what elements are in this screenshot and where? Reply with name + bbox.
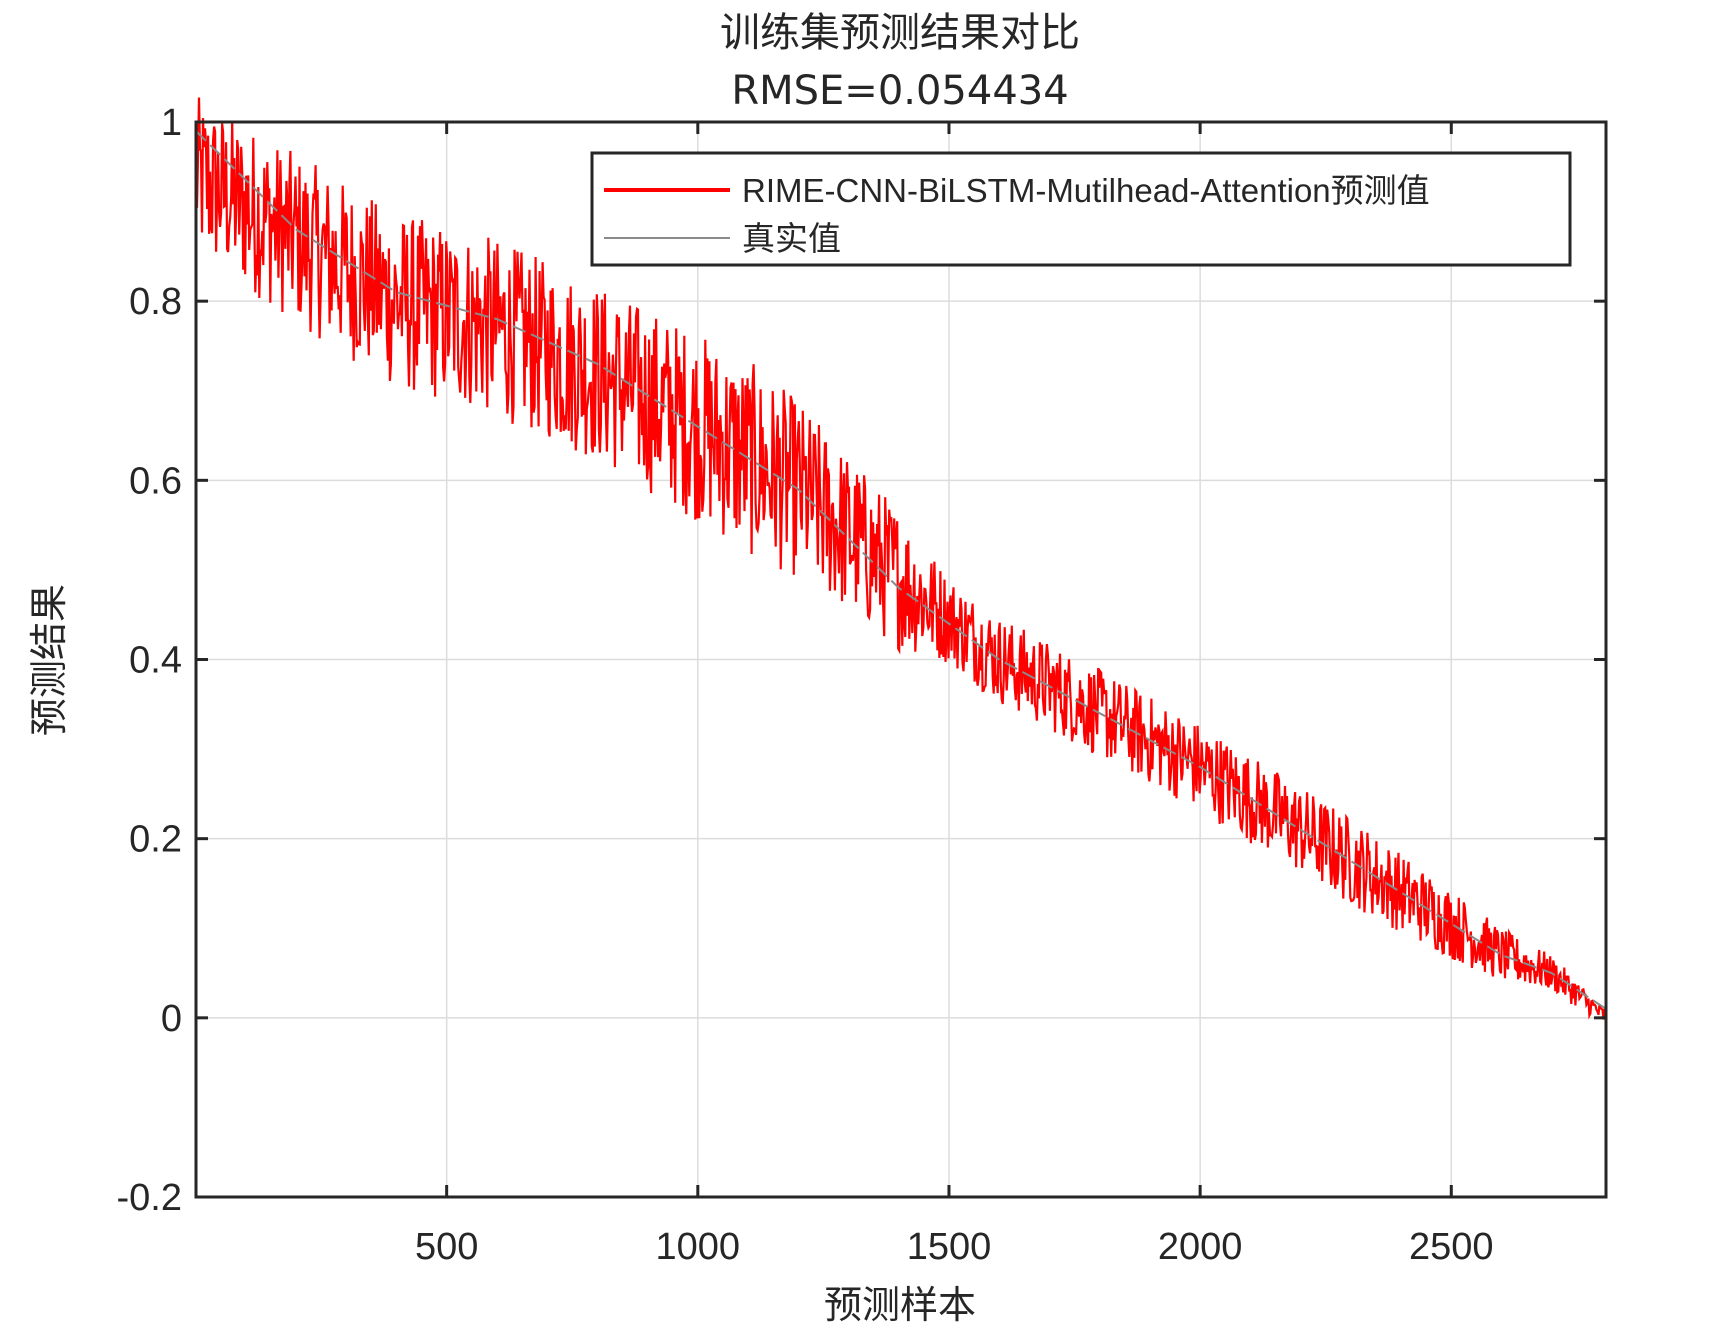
x-tick-label: 1500	[907, 1226, 992, 1268]
y-tick-label: -0.2	[117, 1177, 182, 1219]
legend-label-predicted: RIME-CNN-BiLSTM-Mutilhead-Attention预测值	[742, 172, 1430, 209]
chart-title: 训练集预测结果对比	[720, 10, 1080, 56]
legend-label-actual: 真实值	[742, 220, 841, 257]
y-tick-label: 1	[161, 102, 182, 144]
y-tick-label: 0.6	[129, 460, 182, 502]
series-actual-line	[195, 130, 1607, 1010]
x-tick-label: 2000	[1158, 1226, 1243, 1268]
legend-box	[590, 151, 1572, 267]
y-tick-label: 0.2	[129, 819, 182, 861]
legend: RIME-CNN-BiLSTM-Mutilhead-Attention预测值 真…	[590, 151, 1572, 267]
y-tick-label: 0.8	[129, 281, 182, 323]
plot-area	[194, 97, 1607, 1020]
x-tick-label: 500	[415, 1226, 478, 1268]
grid	[196, 121, 1606, 1198]
y-tick-label: 0.4	[129, 640, 182, 682]
x-tick-label: 2500	[1409, 1226, 1494, 1268]
x-axis-label: 预测样本	[824, 1283, 976, 1327]
axis-ticks: 500 1000 1500 2000 2500 -0.2 0 0.2 0.4 0.6 0.8 1	[117, 102, 1606, 1268]
chart-subtitle: RMSE=0.054434	[731, 68, 1068, 114]
x-tick-label: 1000	[656, 1226, 741, 1268]
y-axis-label: 预测结果	[27, 584, 71, 736]
y-tick-label: 0	[161, 998, 182, 1040]
series-predicted-line	[194, 97, 1607, 1020]
